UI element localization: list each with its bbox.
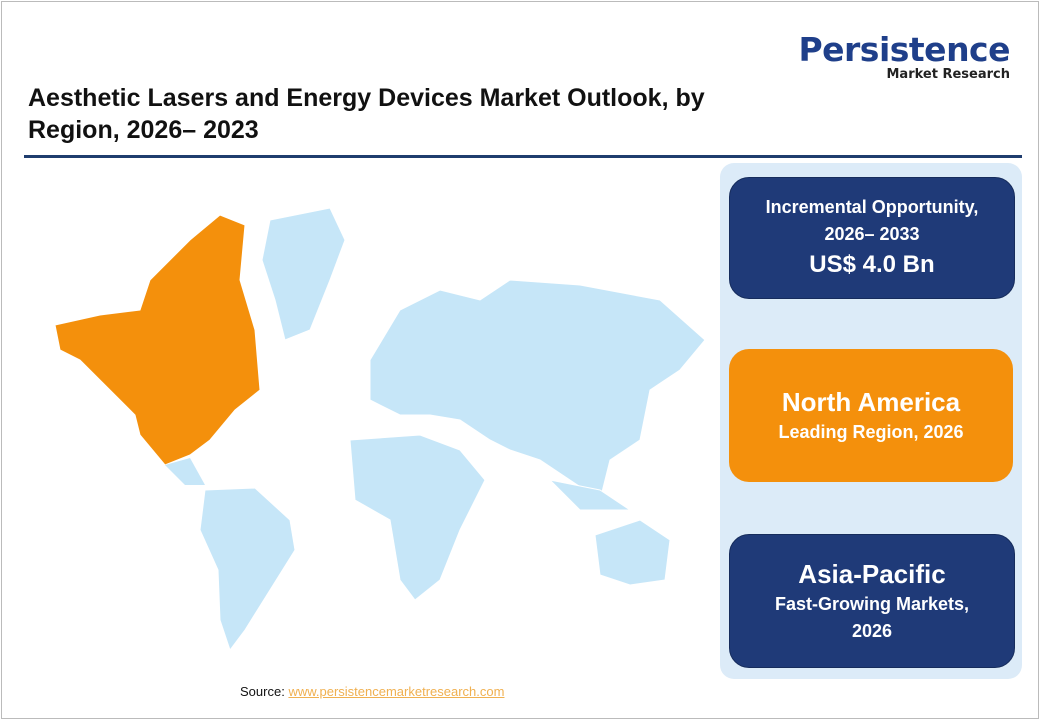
australia — [594, 519, 671, 586]
leading-region-card: North America Leading Region, 2026 — [729, 349, 1013, 482]
north-america — [54, 214, 261, 466]
card-subtitle: Leading Region, 2026 — [778, 422, 964, 442]
source: Source: www.persistencemarketresearch.co… — [240, 684, 504, 699]
world-map — [54, 207, 706, 652]
central-america — [165, 458, 205, 485]
card-value: US$ 4.0 Bn — [809, 251, 935, 278]
source-label: Source: — [240, 684, 285, 699]
southeast-asia — [548, 479, 632, 511]
africa — [349, 434, 486, 601]
card-subtitle: Fast-Growing Markets, — [774, 594, 970, 614]
fast-growing-card: Asia-Pacific Fast-Growing Markets, 2026 — [729, 534, 1015, 668]
logo: Persistence Market Research — [796, 32, 1010, 82]
south-america — [199, 487, 296, 652]
logo-tagline: Market Research — [886, 67, 1011, 82]
source-link[interactable]: www.persistencemarketresearch.com — [288, 684, 505, 699]
card-label: Incremental Opportunity, — [765, 197, 979, 217]
title-divider — [24, 155, 1022, 158]
card-period: 2026– 2033 — [824, 224, 920, 244]
greenland — [261, 207, 346, 341]
logo-name: Persistence — [798, 30, 1010, 69]
card-region: North America — [781, 387, 961, 417]
incremental-opportunity-card: Incremental Opportunity, 2026– 2033 US$ … — [729, 177, 1015, 299]
card-region: Asia-Pacific — [798, 559, 946, 589]
card-year: 2026 — [851, 621, 893, 641]
europe-asia — [369, 279, 706, 501]
page-title: Aesthetic Lasers and Energy Devices Mark… — [28, 84, 705, 144]
